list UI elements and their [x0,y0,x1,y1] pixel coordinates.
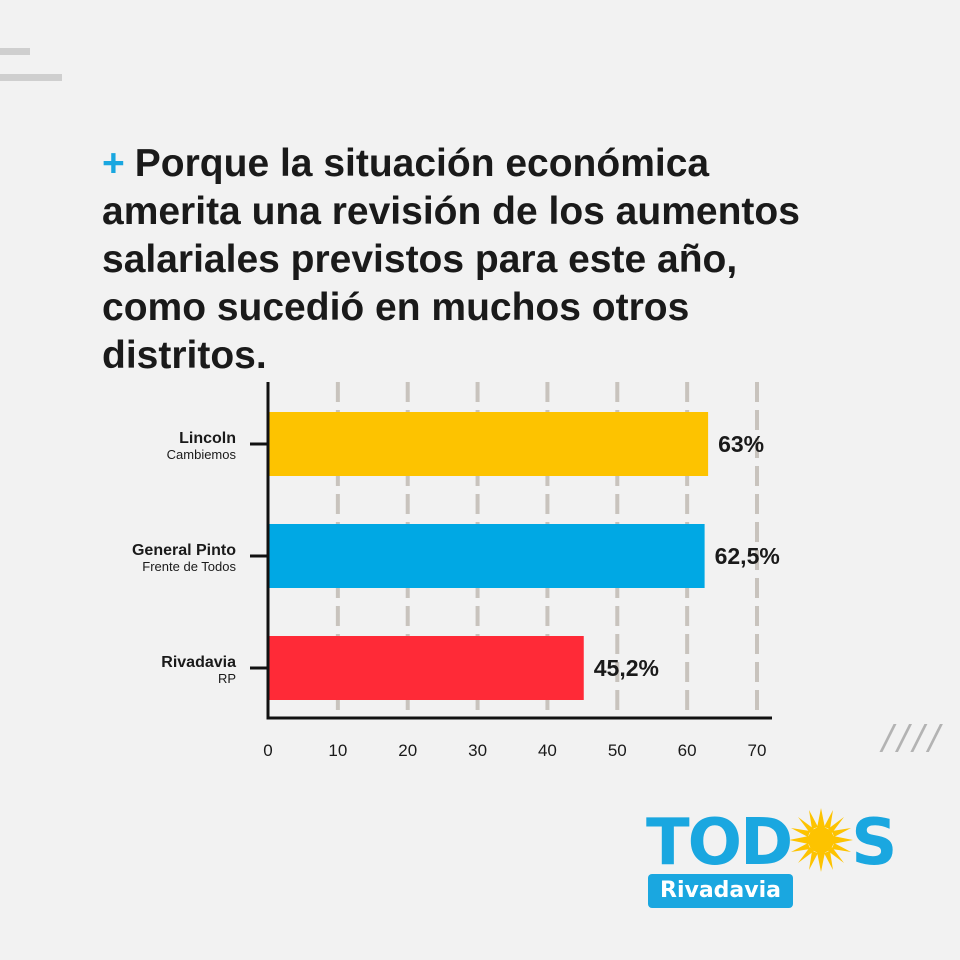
category-sublabel: Cambiemos [167,447,237,462]
x-tick-label: 50 [608,741,627,760]
x-tick-label: 40 [538,741,557,760]
bar [268,524,705,588]
category-label: Rivadavia [161,654,236,671]
category-sublabel: Frente de Todos [142,559,236,574]
x-tick-label: 0 [263,741,272,760]
logo-word-left: TOD [646,806,793,880]
headline-text: Porque la situación económica amerita un… [102,142,800,377]
bar [268,412,709,476]
bar-value-label: 62,5% [715,543,780,569]
x-tick-label: 70 [748,741,767,760]
x-tick-label: 30 [468,741,487,760]
decorative-line-bottom [0,74,62,81]
bar-value-label: 45,2% [594,655,659,681]
decorative-slashes: //// [882,718,944,758]
logo-subtitle: Rivadavia [648,874,793,908]
category-sublabel: RP [218,671,236,686]
bar [268,636,584,700]
logo-wordmark: TOD S [646,806,897,880]
category-label: Lincoln [179,430,236,447]
x-tick-label: 20 [398,741,417,760]
bar-value-label: 63% [718,431,764,457]
logo-word-right: S [851,806,897,880]
category-label: General Pinto [132,542,236,559]
decorative-line-top [0,48,30,55]
todos-rivadavia-logo: TOD S Rivadavia [646,808,897,908]
headline: + Porque la situación económica amerita u… [102,140,822,380]
x-tick-label: 10 [328,741,347,760]
plus-bullet-icon: + [102,142,125,185]
x-tick-label: 60 [678,741,697,760]
sun-icon [789,808,854,872]
